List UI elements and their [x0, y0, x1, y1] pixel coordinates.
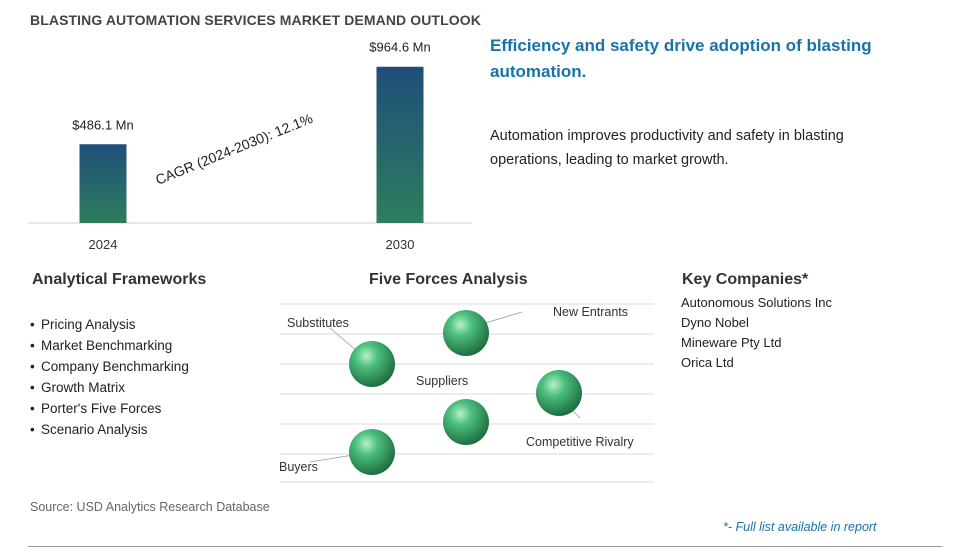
x-tick-label: 2030 [386, 237, 415, 252]
bullet-icon: • [30, 338, 35, 353]
list-item: Autonomous Solutions Inc [681, 295, 833, 310]
bullet-icon: • [30, 422, 35, 437]
list-item: Dyno Nobel [681, 315, 749, 330]
x-tick-label: 2024 [89, 237, 118, 252]
sphere-new-entrants [443, 310, 489, 356]
list-item: • Pricing Analysis [30, 314, 189, 335]
headline: Efficiency and safety drive adoption of … [490, 36, 872, 81]
sphere-suppliers [443, 399, 489, 445]
data-label: $964.6 Mn [369, 40, 430, 55]
label-buyers: Buyers [279, 460, 318, 474]
source-note: Source: USD Analytics Research Database [30, 500, 270, 514]
frameworks-list: • Pricing Analysis • Market Benchmarking •… [30, 314, 189, 440]
chart-title: BLASTING AUTOMATION SERVICES MARKET DEMA… [30, 12, 481, 28]
sphere-competitive-rivalry [536, 370, 582, 416]
list-item: • Scenario Analysis [30, 419, 189, 440]
companies-list: Autonomous Solutions Inc Dyno Nobel Mine… [681, 293, 832, 373]
bar-chart: $486.1 Mn 2024 $964.6 Mn 2030 CAGR (2024-20… [28, 40, 472, 252]
list-item: • Company Benchmarking [30, 356, 189, 377]
bar-2030 [376, 66, 424, 223]
list-item: Mineware Pty Ltd [681, 335, 782, 350]
label-competitive-rivalry: Competitive Rivalry [526, 435, 634, 449]
description: Automation improves productivity and saf… [490, 128, 844, 168]
label-substitutes: Substitutes [287, 316, 349, 330]
bullet-icon: • [30, 401, 35, 416]
list-item: • Growth Matrix [30, 377, 189, 398]
bullet-icon: • [30, 317, 35, 332]
sphere-substitutes [349, 341, 395, 387]
divider [28, 546, 942, 547]
bullet-icon: • [30, 380, 35, 395]
label-new-entrants: New Entrants [553, 305, 628, 319]
sphere-buyers [349, 429, 395, 475]
five-forces-diagram: Substitutes New Entrants Suppliers Compe… [279, 303, 654, 483]
label-suppliers: Suppliers [416, 374, 468, 388]
companies-heading: Key Companies* [682, 271, 809, 288]
list-item: • Market Benchmarking [30, 335, 189, 356]
list-item: • Porter's Five Forces [30, 398, 189, 419]
cagr-annotation: CAGR (2024-2030): 12.1% [153, 110, 315, 188]
list-item: Orica Ltd [681, 355, 734, 370]
footnote: *- Full list available in report [723, 520, 877, 534]
frameworks-heading: Analytical Frameworks [32, 271, 207, 288]
data-label: $486.1 Mn [72, 117, 133, 132]
bar-2024 [79, 144, 127, 223]
five-forces-heading: Five Forces Analysis [369, 271, 528, 288]
bullet-icon: • [30, 359, 35, 374]
connector-line [481, 311, 523, 325]
